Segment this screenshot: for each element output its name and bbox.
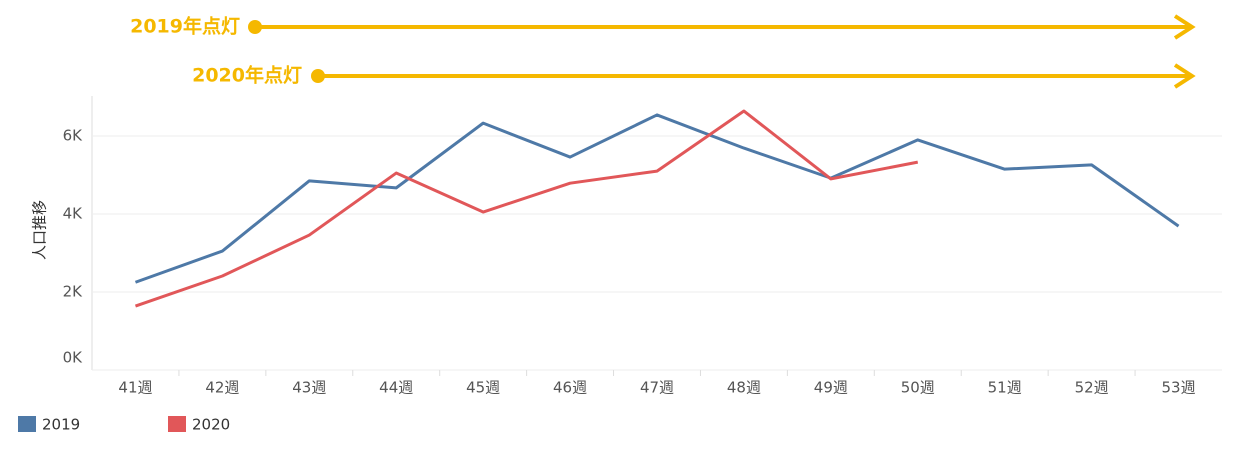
legend-swatch	[18, 416, 36, 432]
x-tick-label: 47週	[640, 379, 674, 397]
annotation: 2019年点灯	[130, 15, 240, 38]
y-tick-label: 4K	[63, 205, 84, 223]
x-tick-label: 51週	[988, 379, 1022, 397]
arrow-head	[1173, 63, 1196, 89]
y-tick-label: 6K	[63, 127, 84, 145]
legend-label: 2020	[192, 416, 230, 434]
y-axis-label: 人口推移	[31, 200, 49, 260]
legend-label: 2019	[42, 416, 80, 434]
y-tick-label: 2K	[63, 283, 84, 301]
legend-swatch	[168, 416, 186, 432]
series-line	[134, 109, 919, 308]
y-tick-label: 0K	[63, 349, 84, 367]
x-tick-label: 45週	[466, 379, 500, 397]
x-tick-label: 43週	[292, 379, 326, 397]
annotation: 2020年点灯	[192, 64, 302, 87]
x-tick-label: 49週	[814, 379, 848, 397]
x-tick-label: 46週	[553, 379, 587, 397]
x-tick-label: 53週	[1161, 379, 1195, 397]
x-tick-label: 44週	[379, 379, 413, 397]
series-line	[134, 113, 1180, 284]
x-tick-label: 50週	[901, 379, 935, 397]
x-tick-label: 52週	[1075, 379, 1109, 397]
arrow-head	[1173, 14, 1196, 40]
x-tick-label: 48週	[727, 379, 761, 397]
x-tick-label: 42週	[205, 379, 239, 397]
x-tick-label: 41週	[118, 379, 152, 397]
